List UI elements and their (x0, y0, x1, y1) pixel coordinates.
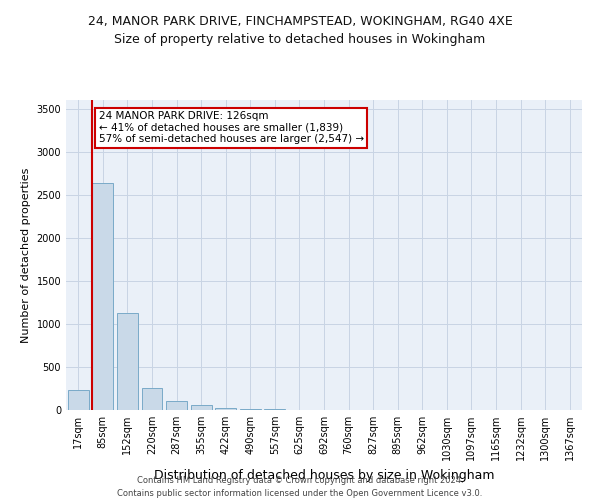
Bar (117, 312, 138, 410)
Text: 24 MANOR PARK DRIVE: 126sqm
← 41% of detached houses are smaller (1,839)
57% of : 24 MANOR PARK DRIVE: 126sqm ← 41% of det… (98, 111, 364, 144)
X-axis label: Distribution of detached houses by size in Wokingham: Distribution of detached houses by size … (154, 468, 494, 481)
Bar (142, 388, 163, 410)
Y-axis label: Number of detached properties: Number of detached properties (21, 168, 31, 342)
Bar (166, 402, 187, 410)
Bar (92, 182, 113, 410)
Bar (191, 406, 212, 410)
Text: Contains HM Land Registry data © Crown copyright and database right 2024.
Contai: Contains HM Land Registry data © Crown c… (118, 476, 482, 498)
Bar (68, 390, 89, 410)
Bar (215, 408, 236, 410)
Text: 24, MANOR PARK DRIVE, FINCHAMPSTEAD, WOKINGHAM, RG40 4XE: 24, MANOR PARK DRIVE, FINCHAMPSTEAD, WOK… (88, 15, 512, 28)
Bar (240, 408, 261, 410)
Text: Size of property relative to detached houses in Wokingham: Size of property relative to detached ho… (115, 32, 485, 46)
